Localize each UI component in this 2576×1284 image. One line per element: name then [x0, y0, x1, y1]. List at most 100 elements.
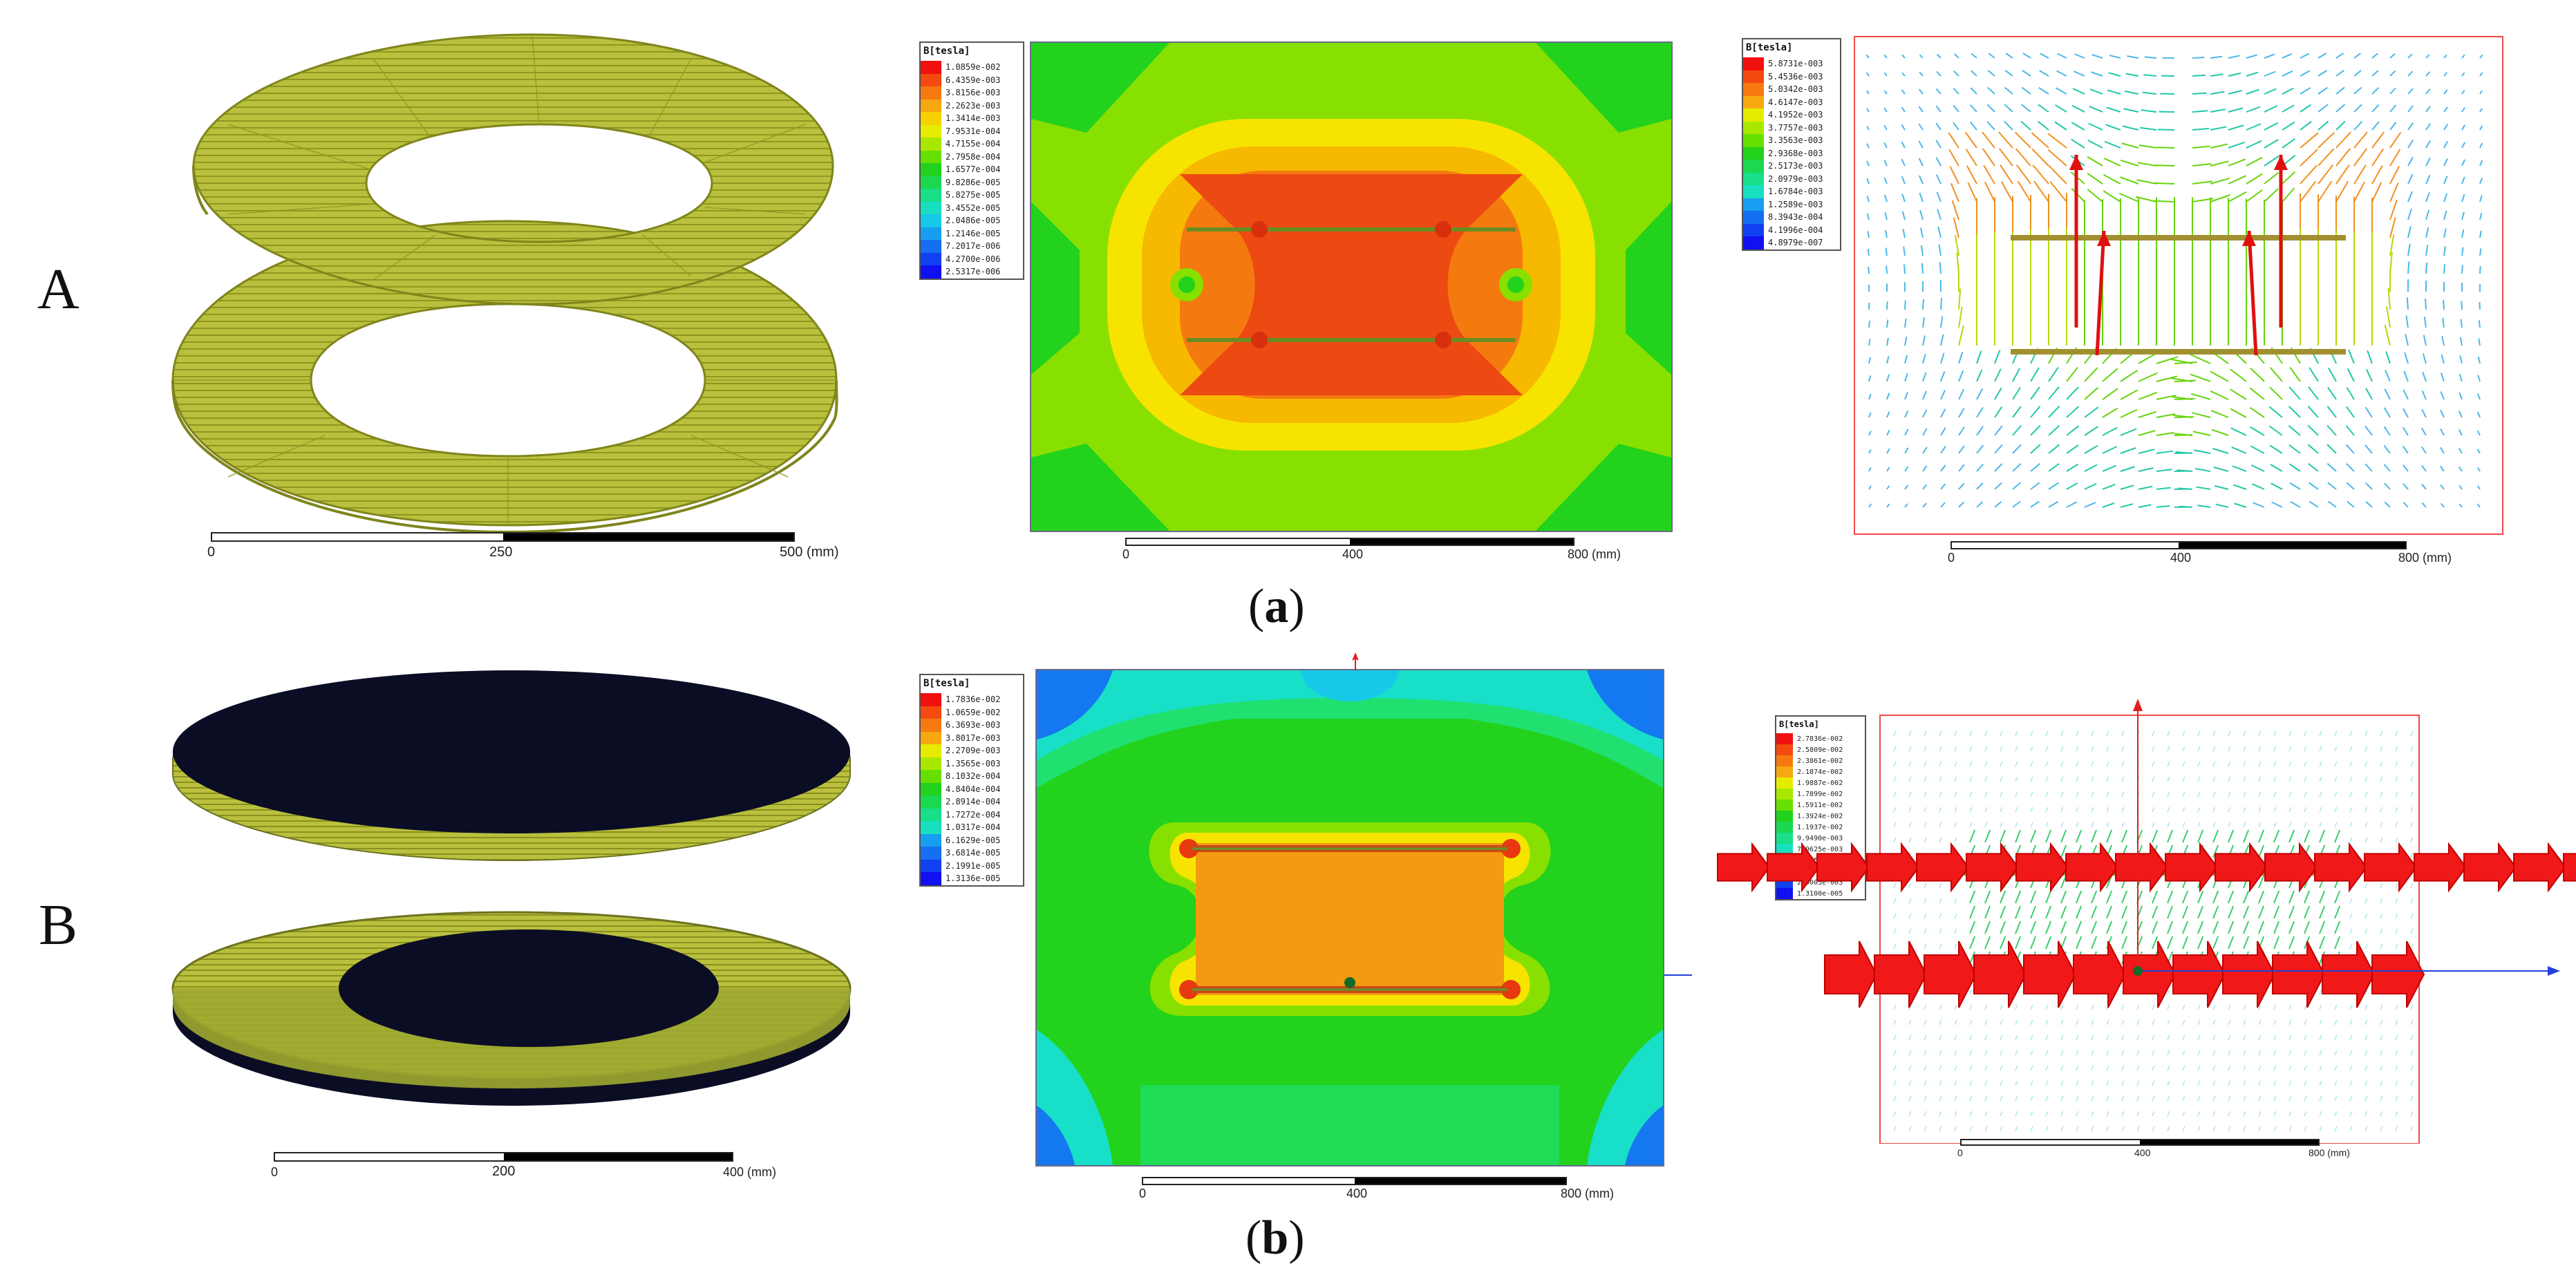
legend-swatch [921, 872, 941, 885]
legend-value: 5.4536e-003 [1768, 71, 1823, 82]
coil-ferrite-3d-view-b [166, 663, 857, 1133]
legend-swatch [1776, 822, 1793, 833]
legend-value: 1.7899e-002 [1797, 790, 1843, 798]
legend-value: 1.0859e-002 [946, 62, 1001, 73]
legend-row: 2.7958e-004 [921, 150, 1023, 163]
legend-row: 8.1032e-004 [921, 770, 1023, 783]
legend-value: 3.8017e-003 [946, 733, 1001, 743]
legend-row: 5.0342e-003 [1743, 83, 1840, 96]
scale-tick-800mm: 800 (mm) [1568, 547, 1621, 561]
legend-value: 1.7836e-002 [946, 695, 1001, 705]
legend-swatch [1743, 211, 1764, 224]
legend-row: 9.8286e-005 [921, 176, 1023, 189]
legend-swatch [1743, 108, 1764, 122]
legend-row: 8.3943e-004 [1743, 211, 1840, 224]
legend-value: 5.8275e-005 [946, 190, 1001, 200]
legend-value: 2.2623e-003 [946, 100, 1001, 111]
legend-swatch [1743, 70, 1764, 83]
legend-value: 4.8404e-004 [946, 784, 1001, 794]
legend-swatch [921, 227, 941, 240]
legend-row: 1.3924e-002 [1776, 811, 1865, 822]
legend-row: 1.9887e-002 [1776, 777, 1865, 789]
legend-swatch [921, 757, 941, 770]
legend-row: 3.7757e-003 [1743, 121, 1840, 134]
legend-row: 1.5911e-002 [1776, 800, 1865, 811]
legend-row: 1.7272e-004 [921, 808, 1023, 821]
legend-value: 2.2709e-003 [946, 746, 1001, 756]
legend-swatch [1743, 236, 1764, 249]
field-contour-plot-a [1030, 41, 1673, 532]
legend-swatch [1743, 185, 1764, 198]
legend-value: 1.3136e-005 [946, 874, 1001, 884]
legend-swatch [1776, 833, 1793, 844]
legend-row: 1.0659e-002 [921, 706, 1023, 719]
legend-value: 8.1032e-004 [946, 771, 1001, 782]
legend-swatch [1743, 172, 1764, 185]
legend-value: 1.3565e-003 [946, 758, 1001, 768]
legend-swatch [921, 808, 941, 821]
legend-swatch [921, 124, 941, 138]
legend-row: 6.4359e-003 [921, 73, 1023, 86]
legend-swatch [921, 693, 941, 706]
scale-bar-b-mid [1142, 1177, 1567, 1185]
legend-swatch [921, 859, 941, 872]
legend-value: 2.0486e-005 [946, 216, 1001, 226]
legend-value: 1.3100e-005 [1797, 889, 1843, 898]
scale-tick-0: 0 [1948, 551, 1955, 565]
scale-tick-0: 0 [1139, 1187, 1147, 1200]
caption-a: (a) [1248, 580, 1305, 633]
caption-b: (b) [1245, 1211, 1305, 1265]
legend-title: B[tesla] [923, 46, 970, 57]
scale-tick-400: 400 [2134, 1147, 2151, 1158]
legend-value: 5.0342e-003 [1768, 84, 1823, 95]
legend-value: 7.9531e-004 [946, 126, 1001, 136]
scale-bar-b-left [274, 1152, 733, 1162]
legend-row: 2.9368e-003 [1743, 147, 1840, 160]
legend-swatch [1743, 147, 1764, 160]
legend-title: B[tesla] [1746, 42, 1793, 53]
legend-swatch [921, 782, 941, 795]
legend-swatch [921, 201, 941, 214]
legend-row: 2.0486e-005 [921, 214, 1023, 227]
legend-row: 3.8017e-003 [921, 731, 1023, 744]
legend-value: 4.2700e-006 [946, 254, 1001, 264]
legend-b-mid: B[tesla] 1.7836e-002 1.0659e-002 6.3693e-0… [919, 674, 1024, 887]
legend-value: 2.7958e-004 [946, 151, 1001, 162]
row-label-b: B [39, 893, 78, 957]
legend-swatch [1743, 198, 1764, 211]
scale-tick-0: 0 [1122, 547, 1130, 561]
legend-title: B[tesla] [1779, 719, 1819, 729]
legend-swatch [921, 61, 941, 74]
legend-value: 3.6814e-005 [946, 848, 1001, 858]
legend-value: 1.3414e-003 [946, 113, 1001, 124]
legend-value: 1.7272e-004 [946, 809, 1001, 820]
legend-swatch [921, 240, 941, 253]
legend-value: 6.4359e-003 [946, 75, 1001, 85]
legend-row: 2.1874e-002 [1776, 766, 1865, 777]
legend-row: 1.0317e-004 [921, 821, 1023, 834]
field-vector-plot-a [1854, 36, 2503, 535]
scale-tick-0: 0 [271, 1165, 279, 1179]
legend-value: 2.5317e-006 [946, 267, 1001, 277]
scale-tick-400: 400 [1346, 1187, 1368, 1200]
legend-swatch [921, 706, 941, 719]
legend-swatch [1776, 800, 1793, 811]
legend-value: 1.2589e-003 [1768, 199, 1823, 209]
legend-row: 4.7155e-004 [921, 138, 1023, 151]
legend-swatch [921, 86, 941, 100]
legend-swatch [921, 744, 941, 757]
legend-value: 1.3924e-002 [1797, 812, 1843, 820]
legend-row: 3.3563e-003 [1743, 134, 1840, 147]
legend-row: 5.8275e-005 [921, 189, 1023, 202]
legend-swatch [921, 150, 941, 163]
scale-tick-400: 400 [2170, 551, 2192, 565]
legend-row: 9.9490e-003 [1776, 833, 1865, 844]
legend-row: 2.8914e-004 [921, 795, 1023, 809]
legend-row: 4.6147e-003 [1743, 95, 1840, 108]
legend-swatch [921, 731, 941, 744]
legend-swatch [1776, 844, 1793, 855]
legend-row: 1.7836e-002 [921, 693, 1023, 706]
legend-value: 2.9368e-003 [1768, 148, 1823, 158]
row-label-a: A [37, 257, 79, 321]
legend-value: 1.2146e-005 [946, 228, 1001, 238]
